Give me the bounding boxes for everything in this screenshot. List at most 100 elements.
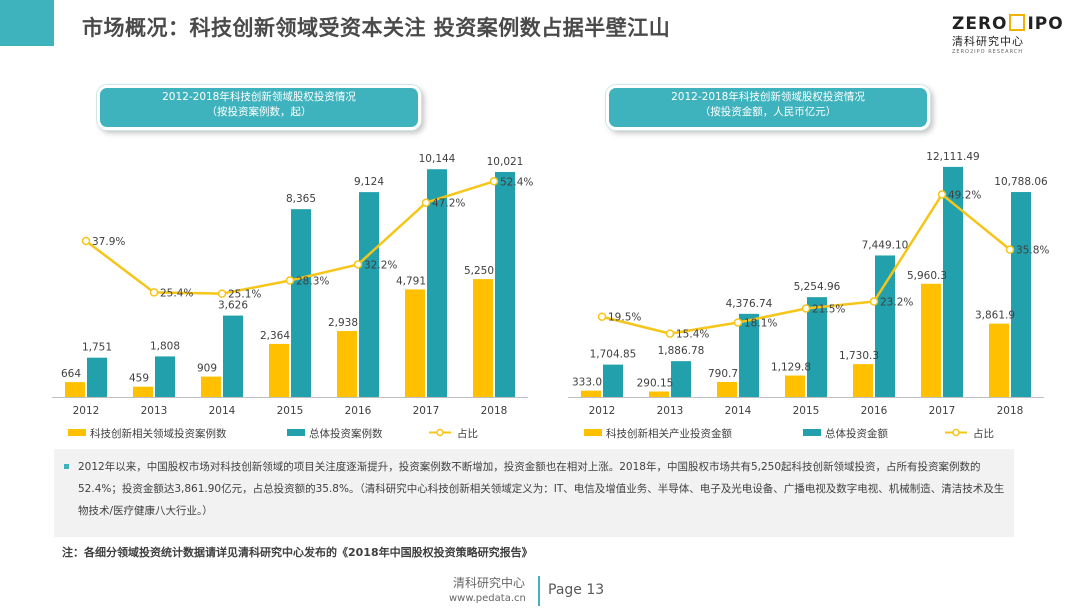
line-data-label: 52.4% [500,176,533,188]
note-box: 2012年以来，中国股权市场对科技创新领域的项目关注度逐渐提升，投资案例数不断增… [54,449,1014,537]
x-tick-label: 2016 [861,405,888,417]
x-tick-label: 2018 [481,405,508,417]
x-tick-label: 2013 [657,405,684,417]
line-data-label: 49.2% [948,189,981,201]
legend-label-3: 占比 [973,427,994,440]
legend-label-2: 总体投资案例数 [309,427,383,440]
bar-series1 [581,390,601,397]
bar-series1 [473,279,493,397]
logo-text-left: ZERO [952,14,1008,34]
data-label-series2: 9,124 [354,176,384,188]
line-data-label: 28.3% [296,275,329,287]
footer-divider [538,576,540,606]
bar-series2 [807,297,827,397]
bar-series2 [87,357,107,397]
footnote: 注：各细分领域投资统计数据请详见清科研究中心发布的《2018年中国股权投资策略研… [62,546,533,559]
data-label-series2: 10,144 [419,153,456,165]
bar-series1 [201,376,221,397]
bar-series2 [671,361,691,397]
legend-swatch-2 [803,429,821,436]
logo-text-right: IPO [1027,14,1064,34]
data-label-series2: 4,376.74 [726,298,773,310]
data-label-series1: 790.7 [708,368,738,380]
data-label-series1: 5,250 [464,265,494,277]
page-title: 市场概况：科技创新领域受资本关注 投资案例数占据半壁江山 [82,16,671,40]
legend-swatch-2 [287,429,305,436]
legend-swatch-point [436,428,444,437]
line-data-label: 15.4% [676,329,709,341]
data-label-series1: 1,730.3 [839,350,879,362]
chart-case-count: 664 1,751 2012 459 1,808 2013 909 3,626 2014 2,36… [52,153,533,440]
data-label-series2: 12,111.49 [926,151,979,163]
legend-label-1: 科技创新相关产业投资金额 [606,427,732,440]
legend-swatch-1 [584,429,602,436]
x-tick-label: 2017 [413,405,440,417]
line-data-label: 32.2% [364,259,397,271]
data-label-series2: 7,449.10 [862,239,909,251]
data-label-series1: 3,861.9 [975,310,1015,322]
chart-2-subtitle: （按投资金额，人民币亿元） [699,106,837,118]
bar-series2 [155,356,175,397]
data-label-series2: 8,365 [286,193,316,205]
line-data-label: 18.1% [744,317,777,329]
line-data-label: 47.2% [432,198,465,210]
bar-series1 [65,382,85,397]
line-data-label: 25.1% [228,289,261,301]
x-tick-label: 2012 [73,405,100,417]
bar-series1 [853,364,873,397]
bar-series2 [875,255,895,397]
bar-series2 [739,313,759,397]
line-point [217,289,227,298]
note-bullet-icon [64,464,69,469]
line-point [801,304,811,313]
chart-1-header: 2012-2018年科技创新领域股权投资情况 （按投资案例数，起） [97,85,421,130]
data-label-series2: 5,254.96 [794,281,841,293]
data-label-series2: 1,704.85 [590,349,637,361]
data-label-series2: 10,021 [487,156,524,168]
line-data-label: 19.5% [608,312,641,324]
bar-series2 [1011,192,1031,397]
data-label-series2: 1,751 [82,342,112,354]
line-point [665,329,675,338]
x-tick-label: 2015 [793,405,820,417]
data-label-series2: 10,788.06 [994,176,1048,188]
data-label-series1: 459 [129,373,149,385]
legend-swatch-1 [68,429,86,436]
line-point [353,260,363,269]
bar-series1 [405,289,425,397]
bar-series2 [427,169,447,397]
line-point [597,312,607,321]
bar-series1 [921,283,941,397]
footer-url[interactable]: www.pedata.cn [449,593,526,604]
x-tick-label: 2015 [277,405,304,417]
chart-1-title: 2012-2018年科技创新领域股权投资情况 [162,91,356,103]
line-point [149,288,159,297]
line-point [869,297,879,306]
bar-series2 [223,315,243,397]
bar-series2 [495,171,515,397]
line-point [937,190,947,199]
x-tick-label: 2016 [345,405,372,417]
bar-series1 [989,323,1009,397]
line-data-label: 21.5% [812,303,845,315]
data-label-series1: 1,129.8 [771,362,811,374]
legend-label-2: 总体投资金额 [825,427,888,440]
data-label-series1: 2,938 [328,317,358,329]
line-point [421,198,431,207]
data-label-series1: 333.0 [572,377,602,389]
line-data-label: 23.2% [880,296,913,308]
data-label-series1: 909 [197,363,217,375]
legend-label-1: 科技创新相关领域投资案例数 [90,427,227,440]
title-accent-bar [0,0,54,46]
data-label-series1: 4,791 [396,275,426,287]
line-point [81,236,91,246]
bar-series1 [337,331,357,397]
note-text: 2012年以来，中国股权市场对科技创新领域的项目关注度逐渐提升，投资案例数不断增… [78,461,1005,517]
bar-series2 [359,192,379,397]
line-data-label: 37.9% [92,236,125,248]
data-label-series2: 1,886.78 [658,345,705,357]
data-label-series2: 3,626 [218,300,248,312]
x-tick-label: 2018 [997,405,1024,417]
line-data-label: 35.8% [1016,245,1049,257]
chart-2-title: 2012-2018年科技创新领域股权投资情况 [671,91,865,103]
